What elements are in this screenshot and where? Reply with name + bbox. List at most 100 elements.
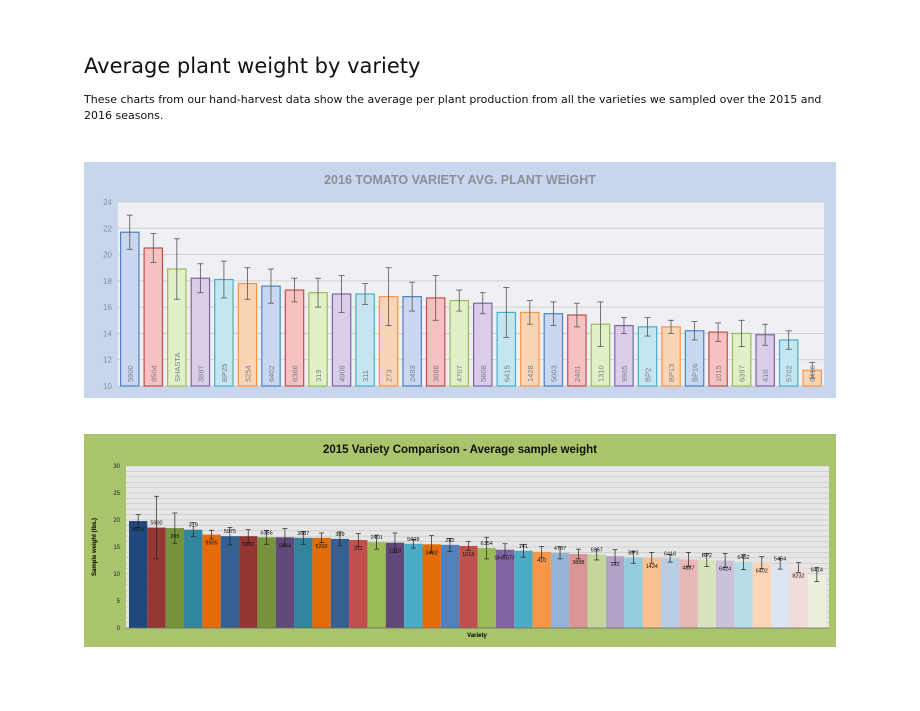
category-label: 273 bbox=[385, 369, 394, 382]
bar bbox=[752, 562, 771, 628]
bar bbox=[495, 549, 515, 628]
bar bbox=[514, 550, 533, 628]
category-label: BP16 bbox=[691, 364, 700, 382]
category-label: 8504 bbox=[149, 365, 158, 382]
category-label: 6424 bbox=[719, 567, 731, 573]
category-label: 4909 bbox=[338, 365, 347, 382]
category-label: 410 bbox=[537, 558, 546, 564]
category-label: 6366 bbox=[291, 365, 300, 382]
category-label: 311 bbox=[361, 370, 370, 382]
category-label: 6452 bbox=[737, 555, 749, 561]
bar bbox=[147, 527, 166, 628]
y-tick-label: 10 bbox=[103, 382, 112, 391]
bar bbox=[715, 560, 735, 628]
y-axis-label: Sample weight (lbs.) bbox=[92, 518, 98, 576]
category-label: 6416 bbox=[808, 365, 817, 382]
y-tick-label: 20 bbox=[103, 251, 112, 260]
bar bbox=[679, 559, 698, 628]
bar bbox=[275, 537, 295, 628]
bar bbox=[605, 556, 625, 628]
bar bbox=[385, 542, 405, 628]
bar bbox=[697, 559, 716, 628]
bar bbox=[404, 543, 423, 628]
category-label: 5608 bbox=[407, 537, 419, 543]
category-label: 319 bbox=[189, 523, 198, 529]
category-label: 6416 bbox=[664, 551, 676, 557]
category-label: 319 bbox=[314, 369, 323, 382]
bar bbox=[789, 567, 808, 628]
y-tick-label: 16 bbox=[103, 303, 112, 312]
bar bbox=[143, 247, 164, 387]
category-label: SHASTA bbox=[494, 556, 516, 562]
bar bbox=[550, 552, 570, 628]
bar bbox=[440, 544, 460, 628]
category-label: 309 bbox=[335, 532, 344, 538]
y-tick-label: 10 bbox=[113, 572, 120, 578]
category-label: 3888 bbox=[572, 560, 584, 566]
category-label: 142 bbox=[610, 562, 619, 568]
category-label: 2493 bbox=[408, 365, 417, 382]
bar bbox=[642, 557, 661, 628]
bar bbox=[587, 554, 606, 628]
category-label: 4707 bbox=[554, 546, 566, 552]
category-label: 9905 bbox=[205, 541, 217, 547]
bar bbox=[477, 548, 496, 628]
bar bbox=[184, 529, 203, 628]
y-tick-label: 5 bbox=[117, 599, 121, 605]
y-tick-label: 0 bbox=[117, 626, 121, 632]
plot-area bbox=[118, 202, 824, 386]
category-label: 6402 bbox=[267, 365, 276, 382]
category-label: 5702 bbox=[785, 365, 794, 382]
bar bbox=[330, 538, 350, 628]
category-label: BP2 bbox=[644, 368, 653, 382]
category-label: 8232 bbox=[792, 574, 804, 580]
bar bbox=[660, 558, 680, 628]
y-axis-ticks: 0 5 10 15 20 25 30 bbox=[113, 464, 120, 632]
category-label: 311 bbox=[354, 546, 363, 552]
bar bbox=[459, 545, 478, 628]
y-tick-label: 15 bbox=[113, 545, 120, 551]
bar bbox=[807, 574, 826, 628]
category-label: 5254 bbox=[243, 365, 252, 382]
category-label: 141 bbox=[519, 544, 528, 550]
bar bbox=[569, 554, 588, 628]
category-label: 6357 bbox=[591, 548, 603, 554]
category-label: 5202 bbox=[315, 544, 327, 550]
y-tick-label: 18 bbox=[103, 277, 112, 286]
y-tick-label: 24 bbox=[103, 198, 112, 207]
gridlines bbox=[118, 201, 824, 387]
category-label: 1428 bbox=[526, 365, 535, 382]
bar bbox=[349, 539, 368, 628]
y-tick-label: 20 bbox=[113, 518, 120, 524]
category-label: 205 bbox=[170, 534, 179, 540]
bar bbox=[422, 544, 441, 628]
category-label: 4707 bbox=[455, 365, 464, 382]
category-label: 1015 bbox=[462, 552, 474, 558]
category-label: 410 bbox=[761, 369, 770, 382]
category-label: 6415 bbox=[502, 365, 511, 382]
y-axis-ticks: 10 12 14 16 18 20 22 24 bbox=[103, 198, 112, 391]
bar bbox=[220, 536, 240, 628]
category-label: 6366 bbox=[260, 530, 272, 536]
category-label: 5975 bbox=[224, 529, 236, 535]
chart-title: 2016 TOMATO VARIETY AVG. PLANT WEIGHT bbox=[324, 173, 596, 187]
y-tick-label: 25 bbox=[113, 491, 120, 497]
bars: 8504 5900 205 319 9905 5975 5003 6366 5804 3887 52… bbox=[126, 495, 829, 629]
bar bbox=[312, 537, 331, 628]
category-label: 5608 bbox=[479, 365, 488, 382]
category-label: 3887 bbox=[297, 531, 309, 537]
category-label: 6402 bbox=[756, 569, 768, 575]
category-label: 1015 bbox=[714, 365, 723, 382]
bar bbox=[294, 537, 313, 628]
bar bbox=[129, 521, 148, 628]
category-label: 2401 bbox=[573, 365, 582, 382]
category-label: 282 bbox=[445, 538, 454, 544]
y-tick-label: 30 bbox=[113, 464, 120, 470]
category-label: 2401 bbox=[370, 535, 382, 541]
category-label: 5454 bbox=[774, 557, 786, 563]
category-label: 5003 bbox=[242, 542, 254, 548]
chart-2015-variety-comparison: 2015 Variety Comparison - Average sample… bbox=[84, 434, 836, 647]
y-tick-label: 12 bbox=[103, 356, 112, 365]
bar bbox=[734, 562, 753, 628]
category-label: 3402 bbox=[426, 550, 438, 556]
